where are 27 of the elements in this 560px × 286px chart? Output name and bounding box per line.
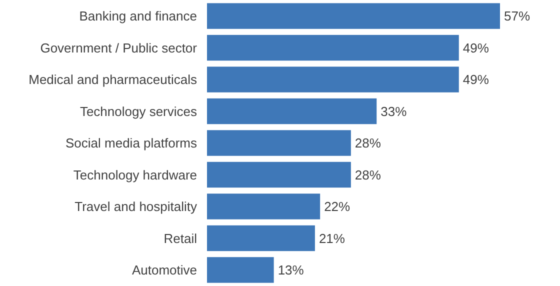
data-label: 21%: [318, 230, 346, 246]
y-tick-label: Retail: [164, 230, 198, 246]
y-tick-label: Automotive: [132, 262, 197, 278]
data-label: 13%: [278, 262, 304, 278]
data-label: 28%: [354, 136, 382, 151]
data-label: 28%: [354, 167, 382, 182]
data-label: 57%: [504, 8, 530, 24]
y-tick-label: Technology services: [80, 104, 198, 119]
data-label: 22%: [324, 199, 351, 214]
y-tick-label: Social media platforms: [66, 136, 198, 151]
bar: [207, 130, 351, 156]
data-label: 49%: [462, 40, 490, 56]
y-tick-label: Banking and finance: [79, 8, 197, 24]
y-tick-label: Technology hardware: [73, 167, 197, 182]
bar: [207, 98, 377, 124]
data-label: 49%: [462, 72, 490, 88]
bar: [207, 257, 274, 283]
bar: [207, 3, 500, 29]
y-tick-label: Medical and pharmaceuticals: [28, 72, 198, 88]
y-tick-label: Government / Public sector: [40, 40, 198, 56]
bar: [207, 162, 351, 188]
bar: [207, 34, 459, 61]
bar: [207, 194, 320, 220]
bar: [207, 66, 459, 92]
y-tick-label: Travel and hospitality: [74, 199, 198, 214]
bar: [207, 225, 315, 252]
data-label: 33%: [380, 104, 408, 119]
